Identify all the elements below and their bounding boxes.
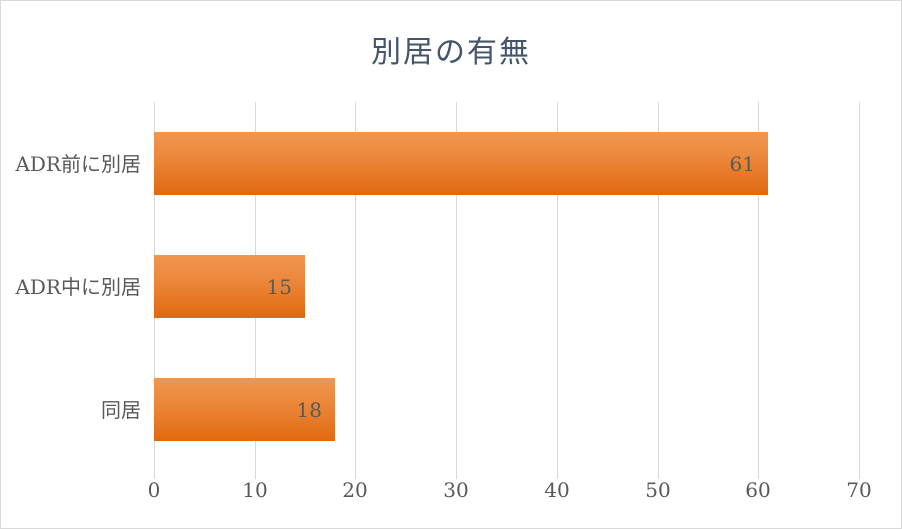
x-tick-label: 60	[745, 478, 771, 502]
gridline	[557, 102, 558, 479]
x-tick-label: 20	[342, 478, 368, 502]
bar: 61	[154, 132, 768, 195]
bar: 15	[154, 255, 305, 318]
gridline	[658, 102, 659, 479]
gridline	[758, 102, 759, 479]
x-tick-label: 10	[242, 478, 268, 502]
plot-area: 61 15 18	[154, 102, 860, 479]
gridline	[859, 102, 860, 479]
x-tick-label: 50	[645, 478, 671, 502]
x-tick-label: 0	[147, 478, 161, 502]
chart-title: 別居の有無	[371, 35, 531, 70]
x-tick-label: 70	[846, 478, 872, 502]
data-label: 18	[296, 397, 322, 422]
x-tick-label: 30	[443, 478, 469, 502]
category-label: ADR中に別居	[15, 275, 141, 299]
gridline	[456, 102, 457, 479]
category-label: 同居	[101, 398, 141, 422]
bar: 18	[154, 378, 335, 441]
data-label: 15	[266, 274, 292, 299]
x-tick-label: 40	[544, 478, 570, 502]
data-label: 61	[729, 151, 755, 176]
category-label: ADR前に別居	[15, 152, 141, 176]
gridline	[355, 102, 356, 479]
